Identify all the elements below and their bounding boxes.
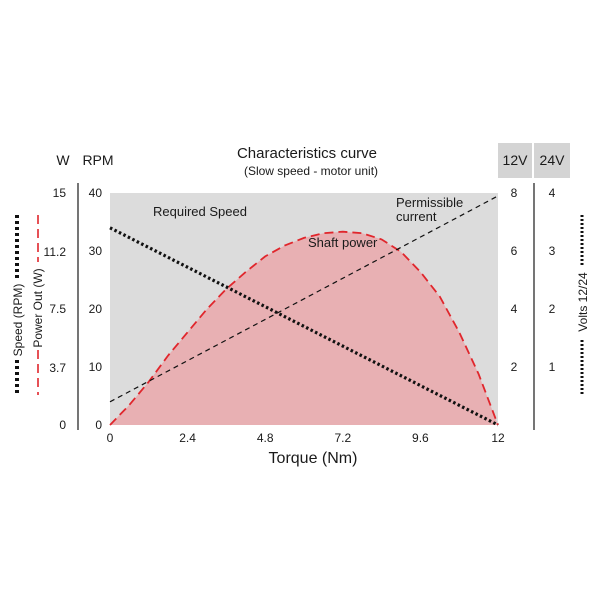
volts24-axis-unit: 24V [540,152,566,168]
x-tick-labels: 0 2.4 4.8 7.2 9.6 12 [107,431,505,445]
watts-tick-label: 3.7 [49,361,66,375]
rpm-tick-label: 10 [89,360,103,374]
rpm-axis-unit: RPM [82,152,113,168]
legend-power-label: Power Out (W) [31,268,45,347]
rpm-tick-label: 20 [89,302,103,316]
chart-marks [109,195,499,427]
volts24-tick-label: 3 [549,244,556,258]
rpm-tick-labels: 0 10 20 30 40 [89,186,103,432]
label-permissible-current-line2: current [396,209,437,224]
x-tick-label: 7.2 [334,431,351,445]
label-permissible-current-line1: Permissible [396,195,463,210]
volts12-tick-labels: 2 4 6 8 [511,186,518,374]
rpm-tick-label: 0 [95,418,102,432]
volts24-tick-label: 2 [549,302,556,316]
volts24-header-box [534,143,570,178]
watts-tick-label: 0 [59,418,66,432]
volts12-tick-label: 8 [511,186,518,200]
x-axis-label: Torque (Nm) [269,450,358,467]
volts12-tick-label: 6 [511,244,518,258]
series-shaft-power-line [109,230,499,426]
label-shaft-power: Shaft power [308,235,378,250]
volts24-tick-label: 4 [549,186,556,200]
watts-axis-unit: W [56,152,70,168]
x-tick-label: 2.4 [179,431,196,445]
x-tick-label: 12 [491,431,505,445]
volts24-tick-label: 1 [549,360,556,374]
series-permissible-current-line [109,195,499,403]
watts-tick-label: 15 [53,186,67,200]
chart-subtitle: (Slow speed - motor unit) [244,164,378,178]
volts24-tick-labels: 1 2 3 4 [549,186,556,374]
x-tick-label: 9.6 [412,431,429,445]
legend-volts-label: Volts 12/24 [576,272,590,332]
volts12-header-box [498,143,532,178]
watts-tick-labels: 0 3.7 7.5 11.2 15 [44,186,67,432]
rpm-tick-label: 30 [89,244,103,258]
volts12-tick-label: 2 [511,360,518,374]
x-tick-label: 4.8 [257,431,274,445]
x-tick-label: 0 [107,431,114,445]
legend-speed-label: Speed (RPM) [11,284,25,357]
volts12-axis-unit: 12V [503,152,529,168]
chart-title: Characteristics curve [237,145,377,162]
watts-tick-label: 11.2 [44,245,67,259]
label-required-speed: Required Speed [153,204,247,219]
volts12-tick-label: 4 [511,302,518,316]
rpm-tick-label: 40 [89,186,103,200]
watts-tick-label: 7.5 [49,302,66,316]
